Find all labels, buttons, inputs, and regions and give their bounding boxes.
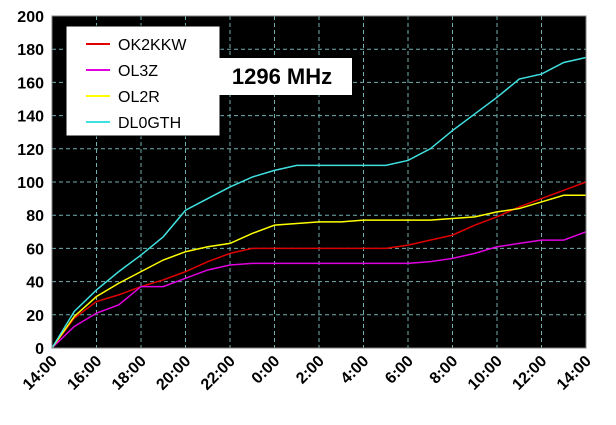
y-tick-label: 120 — [17, 142, 44, 159]
legend-label: OL2R — [118, 89, 160, 106]
x-tick-label: 12:00 — [509, 353, 550, 394]
x-tick-label: 14:00 — [554, 353, 595, 394]
y-tick-label: 200 — [17, 9, 44, 26]
series-line — [51, 194, 586, 349]
y-tick-label: 20 — [26, 308, 44, 325]
x-tick-label: 6:00 — [382, 353, 417, 388]
y-tick-label: 140 — [17, 109, 44, 126]
legend-label: OL3Z — [118, 63, 158, 80]
plot-border — [51, 15, 587, 349]
title-box — [212, 58, 352, 95]
legend-label: DL0GTH — [118, 115, 181, 132]
y-tick-label: 60 — [26, 241, 44, 258]
x-tick-label: 2:00 — [293, 353, 328, 388]
y-tick-label: 100 — [17, 175, 44, 192]
x-tick-label: 4:00 — [338, 353, 373, 388]
chart-title: 1296 MHz — [232, 64, 332, 89]
x-tick-label: 8:00 — [427, 353, 462, 388]
x-tick-label: 18:00 — [109, 353, 150, 394]
series-line — [51, 56, 587, 349]
x-tick-label: 20:00 — [153, 353, 194, 394]
x-tick-label: 10:00 — [465, 353, 506, 394]
y-tick-label: 0 — [35, 341, 44, 358]
series-line — [51, 231, 587, 349]
y-tick-label: 160 — [17, 75, 44, 92]
x-tick-label: 0:00 — [249, 353, 284, 388]
legend-label: OK2KKW — [118, 37, 187, 54]
y-tick-label: 40 — [26, 275, 44, 292]
y-tick-label: 80 — [26, 208, 44, 225]
y-tick-label: 180 — [17, 42, 44, 59]
x-tick-label: 14:00 — [20, 353, 61, 394]
x-tick-label: 22:00 — [198, 353, 239, 394]
x-tick-label: 16:00 — [64, 353, 105, 394]
